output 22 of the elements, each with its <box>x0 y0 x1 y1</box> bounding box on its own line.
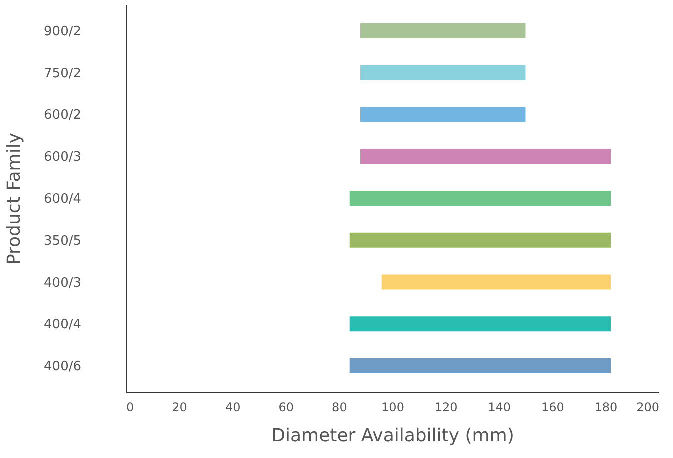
y-tick-label: 400/6 <box>44 360 82 375</box>
y-tick-label: 600/2 <box>44 108 82 124</box>
x-tick-label: 80 <box>332 400 348 414</box>
y-tick-label: 400/3 <box>44 276 82 291</box>
y-axis-title: Product Family <box>4 132 26 265</box>
y-tick-label: 350/5 <box>44 234 82 249</box>
x-tick-label: 120 <box>434 400 458 414</box>
x-tick-label: 200 <box>636 400 660 414</box>
x-tick-label: 0 <box>126 400 134 414</box>
x-tick-label: 20 <box>172 400 188 414</box>
x-tick-label: 160 <box>541 400 564 414</box>
y-tick-label: 400/4 <box>44 318 82 333</box>
y-tick-label: 600/4 <box>44 192 82 207</box>
x-tick-label: 60 <box>278 400 294 414</box>
x-tick-label: 140 <box>488 400 512 414</box>
x-tick-label: 40 <box>225 400 241 414</box>
x-tick-label: 100 <box>382 400 404 414</box>
x-axis-title: Diameter Availability (mm) <box>272 426 514 446</box>
y-tick-label: 900/2 <box>44 24 82 40</box>
y-tick-label: 750/2 <box>44 66 82 82</box>
x-tick-label: 180 <box>594 400 618 414</box>
y-tick-label: 600/3 <box>44 150 82 166</box>
